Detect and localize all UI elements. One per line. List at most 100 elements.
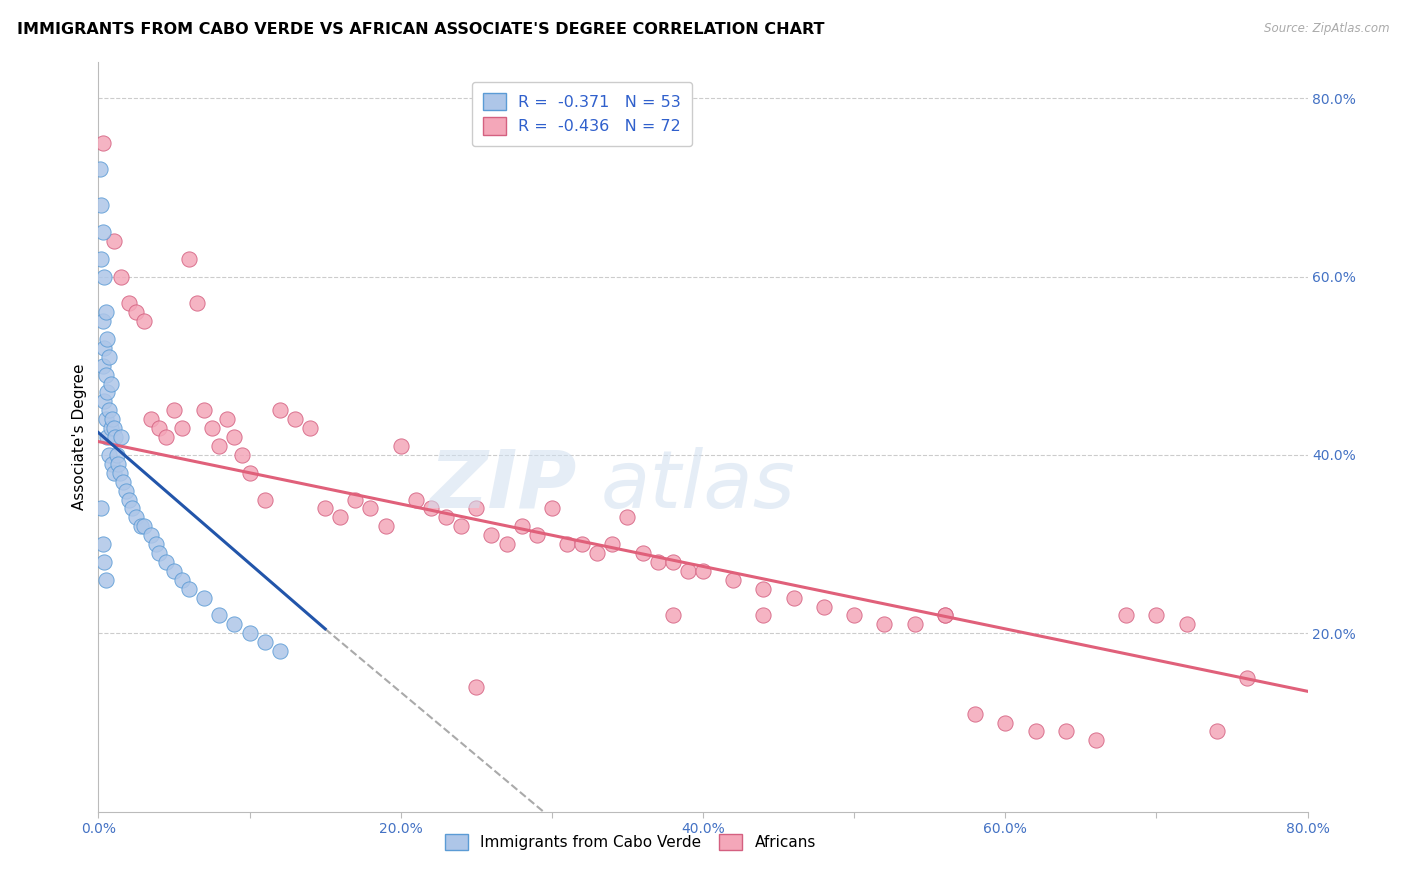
Point	[965, 706, 987, 721]
Point	[141, 528, 163, 542]
Point	[101, 457, 124, 471]
Point	[96, 430, 118, 444]
Point	[118, 492, 141, 507]
Point	[661, 555, 683, 569]
Point	[101, 412, 124, 426]
Text: ZIP: ZIP	[429, 447, 576, 524]
Point	[510, 519, 533, 533]
Point	[676, 564, 699, 578]
Point	[616, 510, 638, 524]
Point	[571, 537, 593, 551]
Point	[193, 403, 215, 417]
Point	[201, 421, 224, 435]
Y-axis label: Associate's Degree: Associate's Degree	[72, 364, 87, 510]
Point	[555, 537, 578, 551]
Point	[647, 555, 669, 569]
Point	[299, 421, 322, 435]
Point	[934, 608, 956, 623]
Point	[98, 350, 121, 364]
Point	[540, 501, 562, 516]
Point	[1144, 608, 1167, 623]
Point	[329, 510, 352, 524]
Point	[94, 412, 117, 426]
Point	[495, 537, 517, 551]
Point	[450, 519, 472, 533]
Point	[170, 421, 193, 435]
Point	[526, 528, 548, 542]
Point	[91, 537, 114, 551]
Point	[155, 555, 177, 569]
Point	[813, 599, 835, 614]
Point	[110, 269, 132, 284]
Point	[91, 314, 114, 328]
Point	[94, 368, 117, 382]
Point	[91, 225, 114, 239]
Point	[904, 617, 927, 632]
Point	[752, 582, 775, 596]
Point	[132, 314, 155, 328]
Point	[723, 573, 745, 587]
Point	[465, 680, 488, 694]
Text: Source: ZipAtlas.com: Source: ZipAtlas.com	[1264, 22, 1389, 36]
Point	[994, 715, 1017, 730]
Point	[179, 582, 201, 596]
Point	[239, 626, 262, 640]
Point	[269, 644, 291, 658]
Point	[389, 439, 412, 453]
Point	[215, 412, 238, 426]
Text: atlas: atlas	[600, 447, 794, 524]
Point	[103, 234, 125, 248]
Point	[1024, 724, 1046, 739]
Point	[434, 510, 457, 524]
Point	[661, 608, 683, 623]
Point	[1054, 724, 1077, 739]
Point	[108, 466, 131, 480]
Point	[186, 296, 208, 310]
Point	[98, 448, 121, 462]
Point	[752, 608, 775, 623]
Point	[586, 546, 609, 560]
Point	[94, 573, 117, 587]
Point	[93, 341, 115, 355]
Point	[114, 483, 136, 498]
Point	[284, 412, 307, 426]
Point	[94, 305, 117, 319]
Point	[89, 162, 111, 177]
Point	[344, 492, 367, 507]
Point	[100, 376, 122, 391]
Point	[405, 492, 427, 507]
Point	[465, 501, 488, 516]
Point	[100, 421, 122, 435]
Point	[360, 501, 382, 516]
Point	[934, 608, 956, 623]
Point	[631, 546, 654, 560]
Point	[374, 519, 396, 533]
Point	[90, 252, 112, 266]
Point	[90, 501, 112, 516]
Point	[170, 573, 193, 587]
Point	[90, 198, 112, 212]
Point	[93, 555, 115, 569]
Text: IMMIGRANTS FROM CABO VERDE VS AFRICAN ASSOCIATE'S DEGREE CORRELATION CHART: IMMIGRANTS FROM CABO VERDE VS AFRICAN AS…	[17, 22, 824, 37]
Point	[132, 519, 155, 533]
Point	[224, 617, 246, 632]
Point	[269, 403, 291, 417]
Point	[129, 519, 152, 533]
Point	[179, 252, 201, 266]
Point	[481, 528, 503, 542]
Point	[420, 501, 443, 516]
Point	[1175, 617, 1198, 632]
Point	[231, 448, 253, 462]
Point	[103, 466, 125, 480]
Point	[91, 136, 114, 150]
Point	[104, 430, 127, 444]
Point	[163, 564, 186, 578]
Point	[93, 394, 115, 409]
Point	[253, 635, 276, 649]
Point	[873, 617, 896, 632]
Point	[148, 421, 170, 435]
Point	[96, 332, 118, 346]
Point	[125, 305, 148, 319]
Point	[155, 430, 177, 444]
Point	[145, 537, 167, 551]
